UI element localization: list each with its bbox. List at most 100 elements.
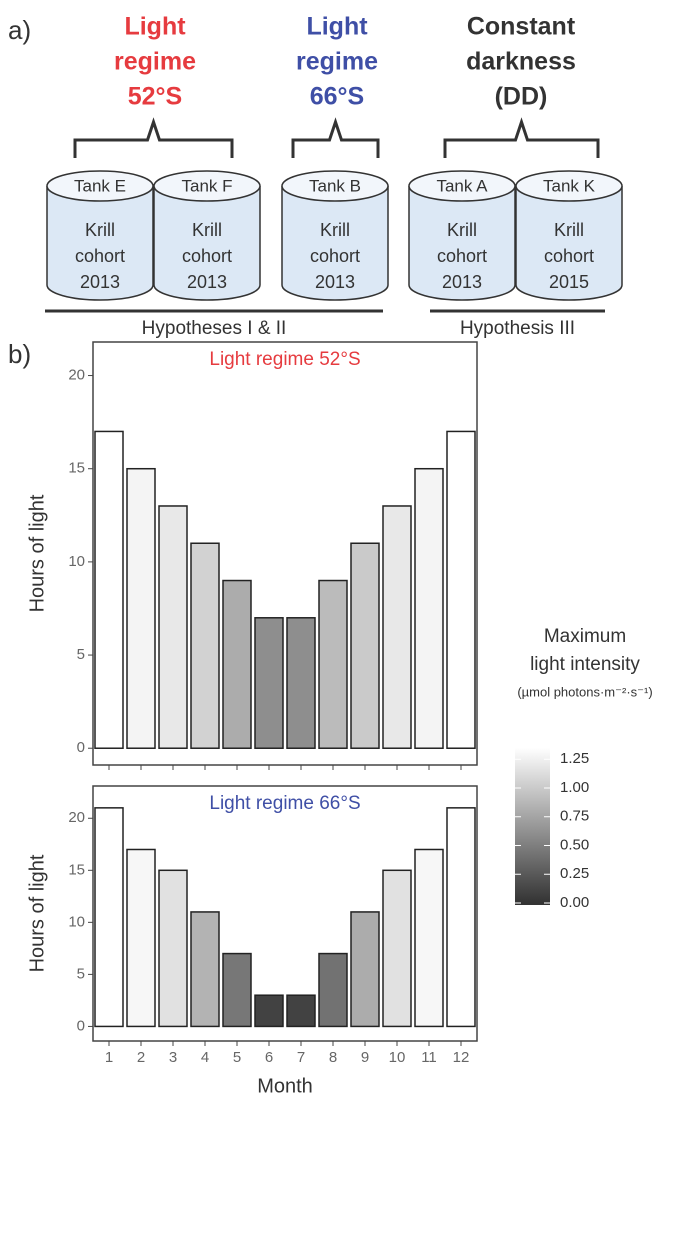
bar (318, 952, 348, 1028)
colorbar-tick-label: 1.25 (560, 750, 589, 767)
bar (350, 542, 380, 749)
chart-title: Light regime 52°S (209, 349, 360, 370)
x-tick-label: 8 (329, 1049, 337, 1066)
bar (94, 807, 124, 1028)
bar (254, 617, 284, 749)
colorbar-tick-label: 1.00 (560, 779, 589, 796)
tank-top (153, 170, 261, 202)
y-tick-label: 10 (68, 553, 85, 570)
y-tick-label: 5 (77, 646, 85, 663)
x-tick-label: 2 (137, 1049, 145, 1066)
y-axis-title: Hours of light (26, 494, 48, 612)
x-tick-label: 1 (105, 1049, 113, 1066)
legend-unit: (µmol photons·m⁻²·s⁻¹) (517, 684, 652, 699)
group-title: (DD) (495, 83, 548, 111)
tank-text: cohort (437, 246, 487, 266)
chart-title: Light regime 66°S (209, 793, 360, 814)
plot-panel (92, 785, 478, 1042)
y-tick-label: 5 (77, 965, 85, 982)
tank-body (153, 186, 261, 301)
tank-name: Tank F (181, 176, 232, 195)
tank-text: 2015 (549, 272, 589, 292)
bar (414, 848, 444, 1028)
tank-body (46, 186, 154, 301)
bar (126, 467, 156, 749)
tank-text: Krill (192, 220, 222, 240)
bar (222, 579, 252, 749)
colorbar (515, 714, 550, 905)
x-tick-label: 5 (233, 1049, 241, 1066)
y-axis-title: Hours of light (26, 854, 48, 972)
legend-title: light intensity (530, 654, 640, 675)
tank-text: 2013 (187, 272, 227, 292)
colorbar-tick-label: 0.50 (560, 836, 589, 853)
bar (382, 505, 412, 749)
tank-name: Tank E (74, 176, 126, 195)
bar (222, 952, 252, 1028)
bar (446, 807, 476, 1028)
tank-text: cohort (182, 246, 232, 266)
group-title: Light (306, 13, 368, 41)
x-tick-label: 9 (361, 1049, 369, 1066)
bar (286, 617, 316, 749)
tank-text: cohort (544, 246, 594, 266)
x-tick-label: 4 (201, 1049, 209, 1066)
x-tick-label: 12 (453, 1049, 470, 1066)
tank-text: 2013 (442, 272, 482, 292)
group-title: Constant (467, 13, 576, 41)
tank-name: Tank B (309, 176, 361, 195)
tank-top (46, 170, 154, 202)
tank-text: Krill (320, 220, 350, 240)
y-tick-label: 20 (68, 809, 85, 826)
bar (382, 869, 412, 1028)
y-tick-label: 0 (77, 739, 85, 756)
tank-text: 2013 (315, 272, 355, 292)
tank-text: cohort (75, 246, 125, 266)
y-tick-label: 15 (68, 861, 85, 878)
y-tick-label: 15 (68, 460, 85, 477)
bar (414, 467, 444, 749)
legend-title: Maximum (544, 626, 626, 647)
bar (350, 911, 380, 1028)
bar (446, 430, 476, 749)
tank-text: Krill (447, 220, 477, 240)
y-tick-label: 10 (68, 913, 85, 930)
bar (254, 994, 284, 1028)
bar (158, 505, 188, 749)
y-tick-label: 20 (68, 367, 85, 384)
plot-panel (92, 341, 478, 766)
x-tick-label: 10 (389, 1049, 406, 1066)
colorbar-tick-label: 0.75 (560, 808, 589, 825)
tank-body (281, 186, 389, 301)
group-title: 52°S (128, 83, 182, 111)
bar (286, 994, 316, 1028)
tank-name: Tank K (543, 176, 596, 195)
tank-text: Krill (554, 220, 584, 240)
panel-label: b) (8, 339, 31, 369)
bar (158, 869, 188, 1028)
x-tick-label: 11 (421, 1049, 437, 1066)
tank-top (281, 170, 389, 202)
bar (318, 579, 348, 749)
group-title: darkness (466, 48, 576, 76)
panel-label: a) (8, 15, 31, 45)
tank-body (515, 186, 623, 301)
tank-body (408, 186, 516, 301)
tank-top (515, 170, 623, 202)
bar (190, 542, 220, 749)
colorbar-tick-label: 0.00 (560, 894, 589, 911)
y-tick-label: 0 (77, 1017, 85, 1034)
brace (291, 117, 380, 158)
tank-text: cohort (310, 246, 360, 266)
x-tick-label: 7 (297, 1049, 305, 1066)
group-title: regime (296, 48, 378, 76)
group-title: Light (124, 13, 186, 41)
tank-text: 2013 (80, 272, 120, 292)
group-title: 66°S (310, 83, 364, 111)
bar (94, 430, 124, 749)
x-axis-title: Month (257, 1075, 313, 1097)
bar (190, 911, 220, 1028)
x-tick-label: 6 (265, 1049, 273, 1066)
bar (126, 848, 156, 1028)
